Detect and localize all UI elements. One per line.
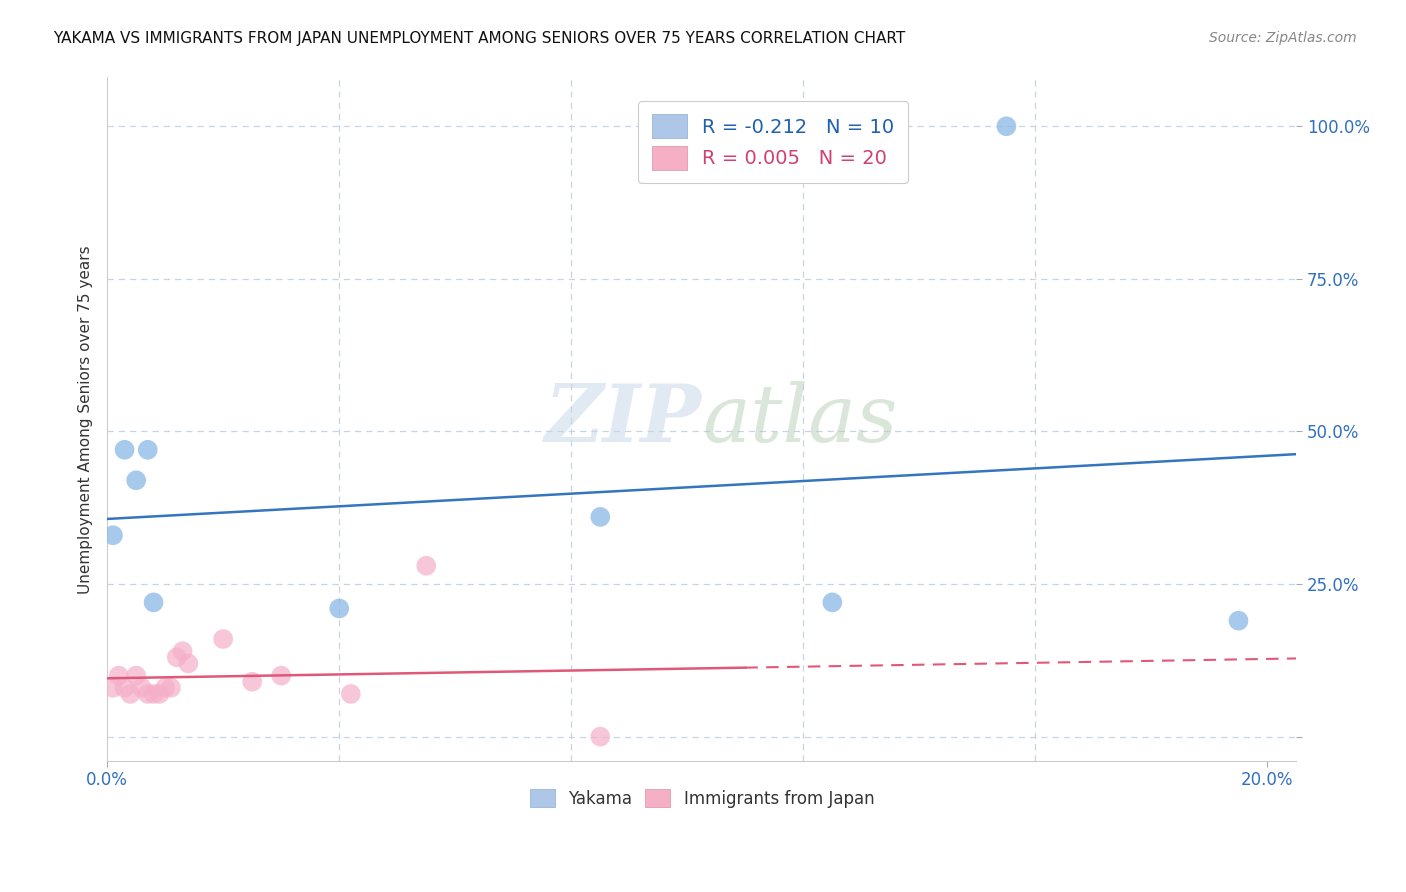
- Point: [142, 595, 165, 609]
- Point: [101, 528, 124, 542]
- Point: [589, 730, 612, 744]
- Point: [125, 473, 148, 487]
- Point: [136, 442, 159, 457]
- Text: YAKAMA VS IMMIGRANTS FROM JAPAN UNEMPLOYMENT AMONG SENIORS OVER 75 YEARS CORRELA: YAKAMA VS IMMIGRANTS FROM JAPAN UNEMPLOY…: [53, 31, 905, 46]
- Point: [212, 632, 235, 646]
- Point: [172, 644, 194, 658]
- Point: [101, 681, 124, 695]
- Text: Source: ZipAtlas.com: Source: ZipAtlas.com: [1209, 31, 1357, 45]
- Point: [114, 442, 136, 457]
- Point: [160, 681, 183, 695]
- Legend: Yakama, Immigrants from Japan: Yakama, Immigrants from Japan: [523, 782, 880, 814]
- Point: [125, 668, 148, 682]
- Point: [415, 558, 437, 573]
- Point: [1227, 614, 1250, 628]
- Text: ZIP: ZIP: [546, 381, 702, 458]
- Text: atlas: atlas: [702, 381, 897, 458]
- Point: [821, 595, 844, 609]
- Point: [136, 687, 159, 701]
- Point: [995, 120, 1018, 134]
- Point: [131, 681, 153, 695]
- Point: [120, 687, 142, 701]
- Point: [142, 687, 165, 701]
- Point: [153, 681, 176, 695]
- Point: [589, 510, 612, 524]
- Point: [148, 687, 170, 701]
- Point: [270, 668, 292, 682]
- Point: [177, 657, 200, 671]
- Point: [114, 681, 136, 695]
- Point: [340, 687, 363, 701]
- Point: [240, 674, 263, 689]
- Point: [328, 601, 350, 615]
- Point: [166, 650, 188, 665]
- Point: [107, 668, 129, 682]
- Y-axis label: Unemployment Among Seniors over 75 years: Unemployment Among Seniors over 75 years: [79, 245, 93, 593]
